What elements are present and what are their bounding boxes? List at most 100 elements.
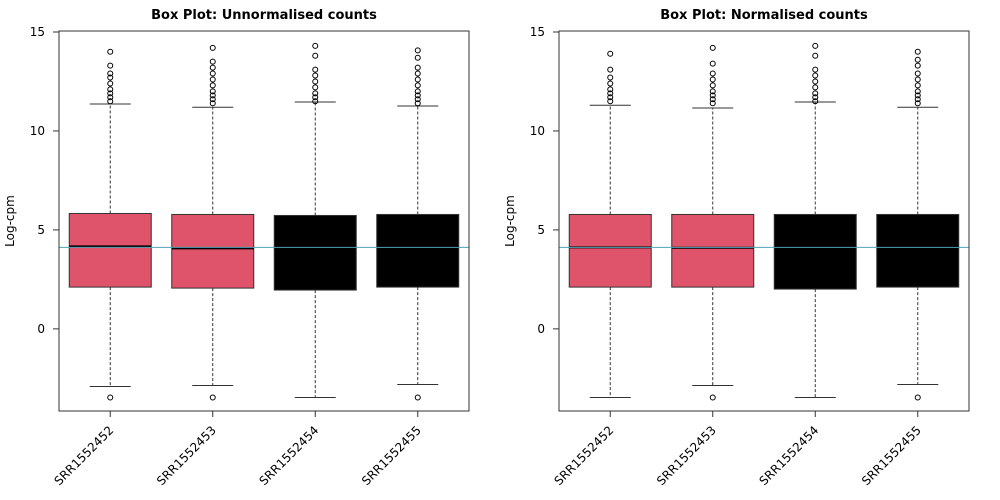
- box: [273, 214, 357, 291]
- outlier: [414, 76, 421, 83]
- outlier: [107, 86, 114, 93]
- outlier: [414, 64, 421, 71]
- outlier: [914, 62, 921, 69]
- outlier: [414, 96, 421, 103]
- x-tick-label: SRR1552454: [256, 423, 321, 488]
- outlier: [914, 70, 921, 77]
- outlier: [107, 62, 114, 69]
- outlier: [709, 60, 716, 67]
- y-tick-label: 0: [37, 322, 45, 336]
- outlier: [209, 64, 216, 71]
- box: [376, 213, 460, 288]
- outlier: [209, 96, 216, 103]
- outlier: [914, 56, 921, 63]
- outlier: [209, 58, 216, 65]
- outlier: [709, 96, 716, 103]
- outlier: [107, 94, 114, 101]
- outlier: [812, 66, 819, 73]
- outlier: [312, 72, 319, 79]
- outlier: [914, 76, 921, 83]
- outlier: [312, 66, 319, 73]
- outlier: [709, 44, 716, 51]
- outlier: [914, 82, 921, 89]
- outlier: [312, 42, 319, 49]
- outlier: [209, 44, 216, 51]
- y-tick-label: 10: [30, 124, 45, 138]
- box: [68, 212, 152, 288]
- box: [773, 213, 857, 290]
- y-tick-label: 5: [537, 223, 545, 237]
- outlier: [312, 98, 319, 105]
- outlier: [414, 54, 421, 61]
- outlier: [107, 70, 114, 77]
- outlier: [914, 48, 921, 55]
- x-tick-label: SRR1552452: [551, 423, 616, 488]
- outlier: [107, 80, 114, 87]
- outlier: [812, 72, 819, 79]
- outlier: [312, 84, 319, 91]
- y-tick-label: 5: [37, 223, 45, 237]
- outlier: [607, 74, 614, 81]
- outlier: [709, 92, 716, 99]
- outlier: [914, 100, 921, 107]
- outlier: [607, 66, 614, 73]
- outlier: [312, 52, 319, 59]
- outlier: [107, 74, 114, 81]
- y-tick-label: 10: [530, 124, 545, 138]
- x-tick-label: SRR1552453: [154, 423, 219, 488]
- outlier: [209, 70, 216, 77]
- outlier: [607, 98, 614, 105]
- y-tick-label: 0: [537, 322, 545, 336]
- x-tick-label: SRR1552454: [756, 423, 821, 488]
- outlier: [812, 42, 819, 49]
- outlier: [312, 90, 319, 97]
- outlier: [812, 52, 819, 59]
- outlier: [914, 88, 921, 95]
- outlier: [812, 90, 819, 97]
- outlier: [607, 80, 614, 87]
- outlier: [209, 76, 216, 83]
- outlier: [312, 94, 319, 101]
- outlier: [414, 82, 421, 89]
- outlier: [709, 100, 716, 107]
- outlier: [914, 96, 921, 103]
- outlier: [312, 78, 319, 85]
- y-tick-label: 15: [30, 25, 45, 39]
- outlier: [607, 90, 614, 97]
- x-tick-label: SRR1552455: [859, 423, 924, 488]
- y-axis-label: Log-cpm: [3, 195, 17, 247]
- outlier: [812, 84, 819, 91]
- outlier: [209, 100, 216, 107]
- outlier: [812, 94, 819, 101]
- box: [876, 213, 960, 288]
- outlier: [209, 92, 216, 99]
- outlier: [914, 92, 921, 99]
- outlier: [709, 88, 716, 95]
- outlier: [209, 394, 216, 401]
- outlier: [414, 47, 421, 54]
- chart-title: Box Plot: Unnormalised counts: [151, 8, 377, 23]
- box: [171, 213, 255, 289]
- outlier: [107, 48, 114, 55]
- outlier: [107, 90, 114, 97]
- outlier: [607, 86, 614, 93]
- outlier: [709, 394, 716, 401]
- chart-title: Box Plot: Normalised counts: [660, 8, 868, 23]
- box: [568, 213, 652, 288]
- outlier: [812, 78, 819, 85]
- outlier: [607, 94, 614, 101]
- x-tick-label: SRR1552453: [654, 423, 719, 488]
- y-axis-label: Log-cpm: [503, 195, 517, 247]
- outlier: [414, 70, 421, 77]
- outlier: [709, 82, 716, 89]
- outlier: [414, 100, 421, 107]
- outlier: [709, 76, 716, 83]
- outlier: [107, 394, 114, 401]
- plot-frame: [58, 30, 470, 412]
- outlier: [414, 394, 421, 401]
- x-tick-label: SRR1552452: [51, 423, 116, 488]
- outlier: [107, 98, 114, 105]
- y-tick-label: 15: [530, 25, 545, 39]
- outlier: [709, 70, 716, 77]
